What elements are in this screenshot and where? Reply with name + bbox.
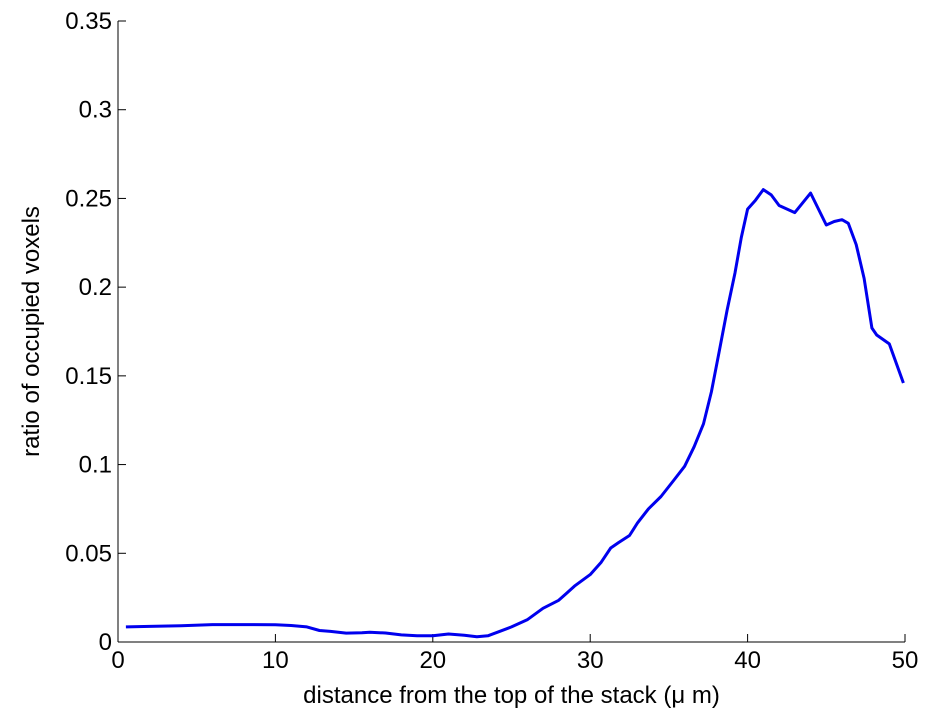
x-axis-label: distance from the top of the stack (μ m) xyxy=(303,682,720,709)
x-tick-label: 20 xyxy=(419,647,446,674)
y-tick-label: 0.35 xyxy=(65,8,112,35)
x-tick-label: 0 xyxy=(111,647,124,674)
series-line xyxy=(125,188,905,639)
y-tick-label: 0.15 xyxy=(65,363,112,390)
y-ticks: 0 0.05 0.1 0.15 0.2 0.25 0.3 0.35 xyxy=(65,8,126,656)
series-group xyxy=(125,188,905,639)
x-tick-label: 50 xyxy=(892,647,919,674)
y-tick-label: 0.2 xyxy=(79,274,112,301)
x-tick-label: 30 xyxy=(577,647,604,674)
y-axis-label: ratio of occupied voxels xyxy=(18,206,45,457)
y-tick-label: 0.1 xyxy=(79,452,112,479)
y-tick-label: 0.05 xyxy=(65,540,112,567)
x-tick-label: 40 xyxy=(734,647,761,674)
x-tick-label: 10 xyxy=(262,647,289,674)
y-tick-label: 0.3 xyxy=(79,97,112,124)
x-ticks: 0 10 20 30 40 50 xyxy=(111,634,918,674)
axes xyxy=(117,21,905,643)
y-tick-label: 0 xyxy=(99,629,112,656)
y-tick-label: 0.25 xyxy=(65,185,112,212)
